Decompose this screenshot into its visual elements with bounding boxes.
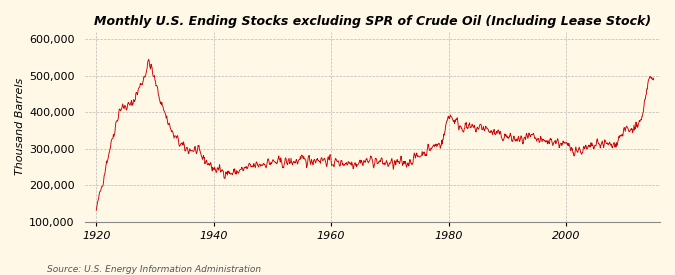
Title: Monthly U.S. Ending Stocks excluding SPR of Crude Oil (Including Lease Stock): Monthly U.S. Ending Stocks excluding SPR… [94, 15, 651, 28]
Text: Source: U.S. Energy Information Administration: Source: U.S. Energy Information Administ… [47, 265, 261, 274]
Y-axis label: Thousand Barrels: Thousand Barrels [15, 78, 25, 175]
